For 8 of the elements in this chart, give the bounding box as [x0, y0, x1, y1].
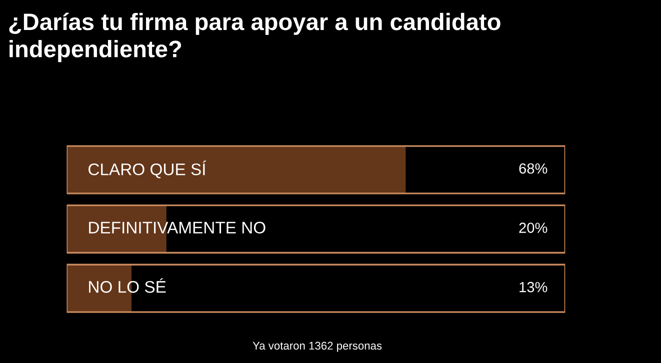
y-tick-label: CLARO QUE SÍ	[88, 160, 206, 178]
data-label: 20%	[519, 222, 548, 233]
y-tick-label: DEFINITIVAMENTE NO	[89, 222, 266, 234]
data-label: 13%	[520, 282, 548, 292]
data-label: 68%	[519, 163, 548, 174]
chart-title: ¿Darías tu firma para apoyar a un candidato independiente?	[9, 12, 500, 62]
y-tick-label: NO LO SÉ	[89, 278, 166, 293]
text: Ya votaron 1362 personas	[252, 342, 382, 352]
